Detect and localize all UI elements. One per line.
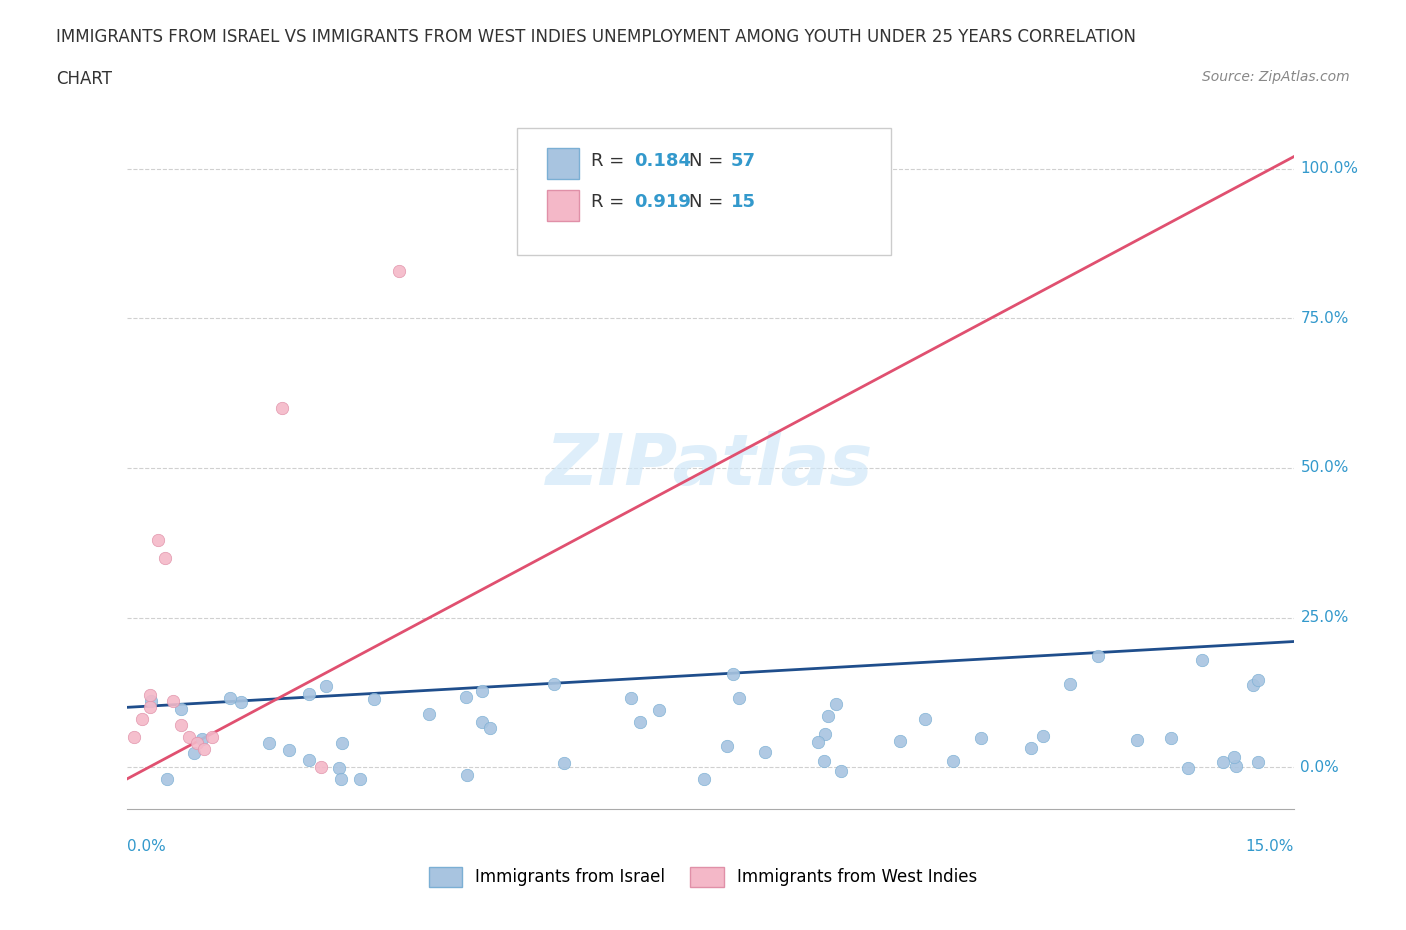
Point — [170, 701, 193, 716]
Point — [328, 761, 350, 776]
Point — [728, 691, 751, 706]
Point — [889, 734, 911, 749]
Text: R =: R = — [591, 152, 630, 170]
Point — [146, 532, 169, 547]
Point — [278, 743, 301, 758]
Point — [139, 700, 162, 715]
Point — [162, 694, 184, 709]
Text: IMMIGRANTS FROM ISRAEL VS IMMIGRANTS FROM WEST INDIES UNEMPLOYMENT AMONG YOUTH U: IMMIGRANTS FROM ISRAEL VS IMMIGRANTS FRO… — [56, 28, 1136, 46]
Text: ZIPatlas: ZIPatlas — [547, 431, 873, 499]
Point — [1177, 761, 1199, 776]
Point — [471, 714, 494, 729]
Text: 25.0%: 25.0% — [1301, 610, 1348, 625]
Point — [349, 772, 371, 787]
Point — [156, 772, 179, 787]
Text: 0.0%: 0.0% — [1301, 760, 1339, 775]
Point — [257, 735, 280, 750]
Text: 75.0%: 75.0% — [1301, 311, 1348, 325]
Point — [1212, 754, 1234, 769]
Point — [1241, 678, 1264, 693]
Text: 15.0%: 15.0% — [1246, 839, 1294, 854]
Point — [177, 730, 200, 745]
Point — [191, 731, 214, 746]
Text: CHART: CHART — [56, 70, 112, 87]
Point — [553, 756, 575, 771]
Point — [124, 730, 146, 745]
Point — [193, 742, 215, 757]
Point — [970, 731, 993, 746]
Point — [817, 708, 839, 723]
Point — [418, 707, 440, 722]
Point — [1223, 750, 1246, 764]
Text: 100.0%: 100.0% — [1301, 161, 1358, 177]
Text: R =: R = — [591, 193, 630, 211]
Point — [170, 718, 193, 733]
Point — [297, 686, 319, 701]
Point — [309, 760, 332, 775]
Text: 0.919: 0.919 — [634, 193, 692, 211]
Text: N =: N = — [689, 152, 730, 170]
Text: N =: N = — [689, 193, 730, 211]
Point — [814, 726, 837, 741]
FancyBboxPatch shape — [547, 190, 579, 220]
Point — [723, 667, 745, 682]
Point — [471, 684, 494, 698]
Point — [155, 551, 177, 565]
Legend: Immigrants from Israel, Immigrants from West Indies: Immigrants from Israel, Immigrants from … — [422, 860, 984, 894]
Point — [139, 688, 162, 703]
Text: Source: ZipAtlas.com: Source: ZipAtlas.com — [1202, 70, 1350, 84]
Point — [1191, 653, 1213, 668]
Point — [297, 753, 319, 768]
Point — [693, 772, 716, 787]
FancyBboxPatch shape — [547, 149, 579, 179]
Point — [942, 753, 965, 768]
Text: 0.184: 0.184 — [634, 152, 692, 170]
Point — [716, 738, 738, 753]
Text: 15: 15 — [731, 193, 756, 211]
Point — [456, 689, 478, 704]
Point — [1247, 754, 1270, 769]
Point — [229, 695, 252, 710]
Point — [131, 711, 153, 726]
Point — [1059, 676, 1081, 691]
Point — [830, 764, 852, 778]
Text: 50.0%: 50.0% — [1301, 460, 1348, 475]
Point — [620, 691, 643, 706]
Text: 0.0%: 0.0% — [127, 839, 166, 854]
FancyBboxPatch shape — [517, 127, 891, 255]
Point — [363, 691, 385, 706]
Point — [271, 401, 294, 416]
Point — [648, 702, 671, 717]
Point — [479, 720, 502, 735]
Point — [1126, 732, 1149, 747]
Point — [329, 772, 352, 787]
Point — [1019, 741, 1042, 756]
Point — [1247, 672, 1270, 687]
Point — [543, 676, 565, 691]
Point — [1160, 730, 1182, 745]
Point — [330, 736, 353, 751]
Point — [456, 768, 478, 783]
Point — [807, 735, 830, 750]
Point — [315, 679, 337, 694]
Point — [813, 754, 835, 769]
Point — [388, 263, 411, 278]
Point — [218, 691, 240, 706]
Text: 57: 57 — [731, 152, 756, 170]
Point — [914, 711, 936, 726]
Point — [1087, 648, 1109, 663]
Point — [201, 730, 224, 745]
Point — [754, 745, 776, 760]
Point — [1225, 758, 1247, 773]
Point — [628, 715, 651, 730]
Point — [1032, 728, 1054, 743]
Point — [186, 736, 208, 751]
Point — [139, 693, 162, 708]
Point — [824, 697, 846, 711]
Point — [183, 745, 205, 760]
